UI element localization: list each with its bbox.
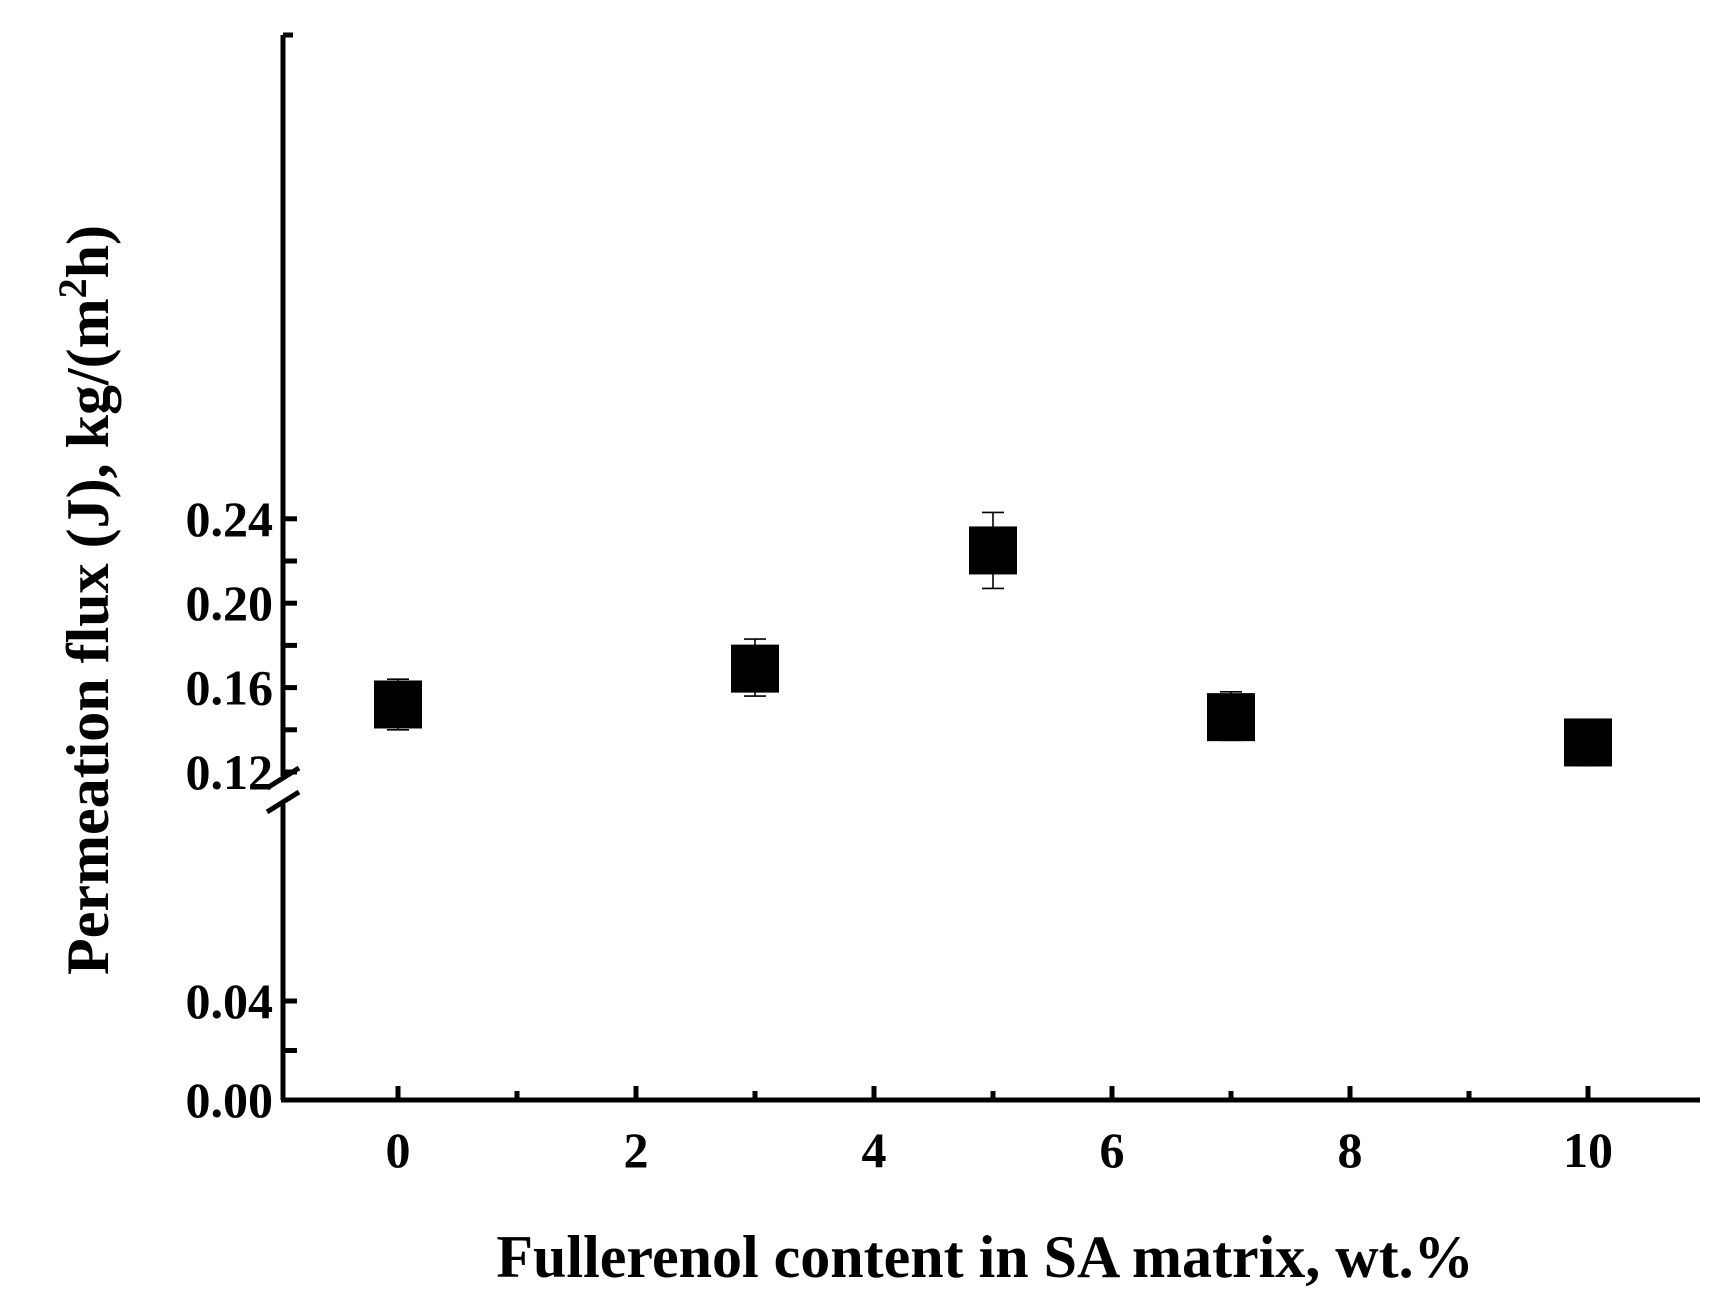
- x-tick-label: 10: [1563, 1122, 1613, 1178]
- data-point: [1207, 693, 1255, 742]
- axis-ticks: [283, 516, 1591, 1103]
- x-axis-title: Fullerenol content in SA matrix, wt.%: [496, 1224, 1473, 1290]
- y-tick-label: 0.00: [186, 1072, 274, 1128]
- data-point: [374, 680, 422, 729]
- x-tick-label: 8: [1338, 1122, 1363, 1178]
- y-axis-title-superscript: 2: [50, 278, 95, 298]
- y-axis-title: Permeation flux (J), kg/(m2h): [50, 225, 121, 975]
- x-tick-label: 6: [1100, 1122, 1125, 1178]
- x-tick-label: 4: [862, 1122, 887, 1178]
- x-tick-label: 0: [386, 1122, 411, 1178]
- x-tick-label: 2: [624, 1122, 649, 1178]
- tick-labels: 0 2 4 6 8 10 0.00 0.04 0.12 0.16 0.20 0.24: [186, 491, 1614, 1178]
- y-axis-break-mark-bottom: [265, 789, 301, 815]
- y-tick-label: 0.12: [186, 744, 274, 800]
- y-tick-label: 0.24: [186, 491, 274, 547]
- data-point: [969, 526, 1017, 575]
- data-point: [731, 644, 779, 693]
- y-tick-label: 0.16: [186, 660, 274, 716]
- y-tick-label: 0.04: [186, 973, 274, 1029]
- data-markers: [374, 526, 1612, 767]
- data-point: [1564, 718, 1612, 767]
- y-axis-title-end: h): [55, 225, 121, 278]
- y-tick-label: 0.20: [186, 575, 274, 631]
- y-axis-title-main: Permeation flux (J), kg/(m: [55, 298, 121, 975]
